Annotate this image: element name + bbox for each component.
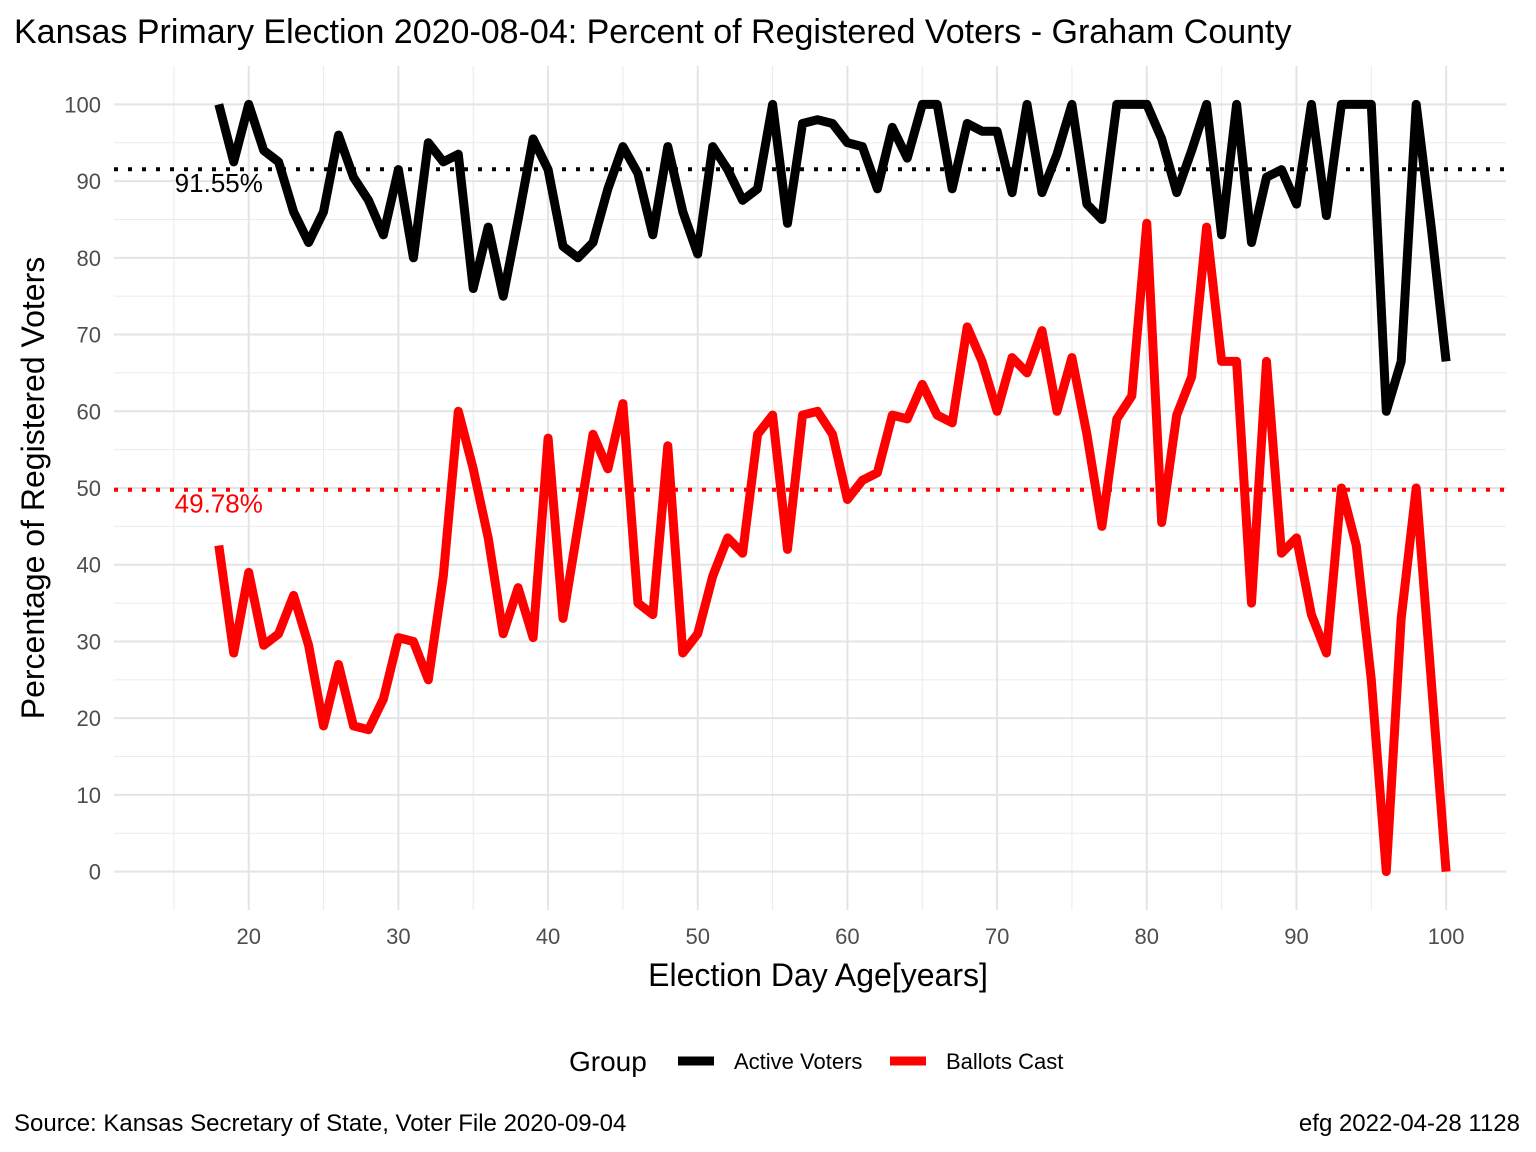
legend-title: Group [569, 1046, 647, 1077]
legend: Group Active Voters Ballots Cast [569, 1046, 1063, 1077]
y-tick-label: 70 [77, 323, 101, 348]
timestamp-caption: efg 2022-04-28 1128 [1299, 1110, 1520, 1137]
y-tick-label: 10 [77, 783, 101, 808]
legend-label: Active Voters [734, 1049, 862, 1074]
reference-lines: 91.55% 49.78% [114, 167, 1506, 519]
y-tick-label: 80 [77, 246, 101, 271]
y-tick-label: 90 [77, 169, 101, 194]
x-tick-label: 60 [835, 924, 859, 949]
series-lines [214, 99, 1451, 877]
reference-label: 91.55% [175, 168, 263, 198]
y-tick-label: 60 [77, 399, 101, 424]
chart-title: Kansas Primary Election 2020-08-04: Perc… [14, 13, 1292, 51]
x-tick-label: 40 [536, 924, 560, 949]
series-line-active-voters [214, 99, 1451, 416]
legend-label: Ballots Cast [946, 1049, 1063, 1074]
x-tick-label: 20 [236, 924, 260, 949]
y-axis-title: Percentage of Registered Voters [15, 257, 51, 720]
y-tick-label: 30 [77, 629, 101, 654]
x-tick-label: 30 [386, 924, 410, 949]
y-tick-label: 100 [64, 92, 101, 117]
series-line-ballots-cast [214, 218, 1451, 877]
y-axis-ticks: 0 10 20 30 40 50 60 70 80 90 100 [64, 92, 101, 884]
y-tick-label: 20 [77, 706, 101, 731]
x-tick-label: 80 [1135, 924, 1159, 949]
x-tick-label: 100 [1428, 924, 1465, 949]
y-tick-label: 0 [89, 860, 101, 885]
reference-label: 49.78% [175, 489, 263, 519]
x-tick-label: 70 [985, 924, 1009, 949]
x-axis-ticks: 20 30 40 50 60 70 80 90 100 [236, 924, 1464, 949]
source-caption: Source: Kansas Secretary of State, Voter… [14, 1110, 626, 1137]
y-tick-label: 50 [77, 476, 101, 501]
x-axis-title: Election Day Age[years] [648, 957, 988, 993]
y-tick-label: 40 [77, 553, 101, 578]
x-tick-label: 90 [1284, 924, 1308, 949]
x-tick-label: 50 [685, 924, 709, 949]
